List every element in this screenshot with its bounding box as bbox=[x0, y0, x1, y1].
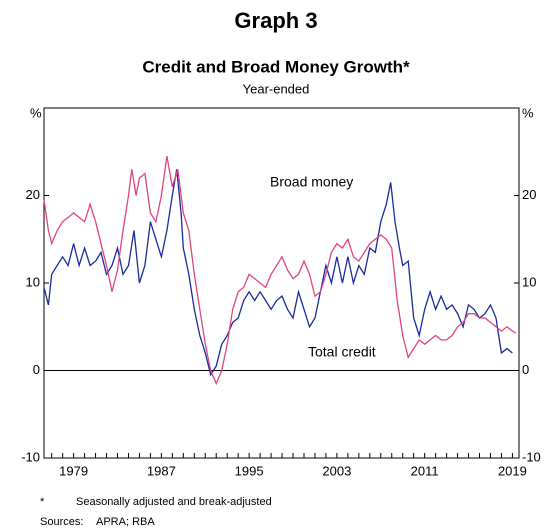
y2-tick-label: 10 bbox=[522, 274, 536, 289]
sources: APRA; RBA bbox=[96, 516, 155, 528]
y-tick-label: -10 bbox=[21, 449, 40, 464]
series-line bbox=[43, 155, 517, 386]
series-line bbox=[43, 169, 513, 377]
series-label: Total credit bbox=[308, 344, 376, 360]
x-tick-label: 2019 bbox=[498, 463, 527, 478]
footnote-marker: * bbox=[40, 496, 45, 508]
y-tick-label: 10 bbox=[26, 274, 40, 289]
plot-frame bbox=[43, 107, 520, 459]
y-tick-label: 0 bbox=[33, 362, 40, 377]
y2-tick-label: 0 bbox=[522, 362, 529, 377]
chart-subtitle: Credit and Broad Money Growth* bbox=[142, 57, 410, 76]
y2-unit: % bbox=[522, 105, 534, 120]
y-tick-label: 20 bbox=[26, 187, 40, 202]
footnote: Seasonally adjusted and break-adjusted bbox=[76, 496, 272, 508]
sources-label: Sources: bbox=[40, 516, 83, 528]
y2-tick-label: -10 bbox=[522, 449, 541, 464]
y-unit: % bbox=[30, 105, 42, 120]
series-label: Broad money bbox=[270, 174, 353, 190]
x-tick-label: 2011 bbox=[411, 463, 439, 478]
chart-title: Graph 3 bbox=[234, 8, 317, 33]
x-tick-label: 1987 bbox=[147, 463, 176, 478]
x-tick-label: 2003 bbox=[322, 463, 351, 478]
x-tick-label: 1995 bbox=[235, 463, 264, 478]
chart-subtitle2: Year-ended bbox=[243, 81, 310, 96]
y2-tick-label: 20 bbox=[522, 187, 536, 202]
x-tick-label: 1979 bbox=[59, 463, 88, 478]
